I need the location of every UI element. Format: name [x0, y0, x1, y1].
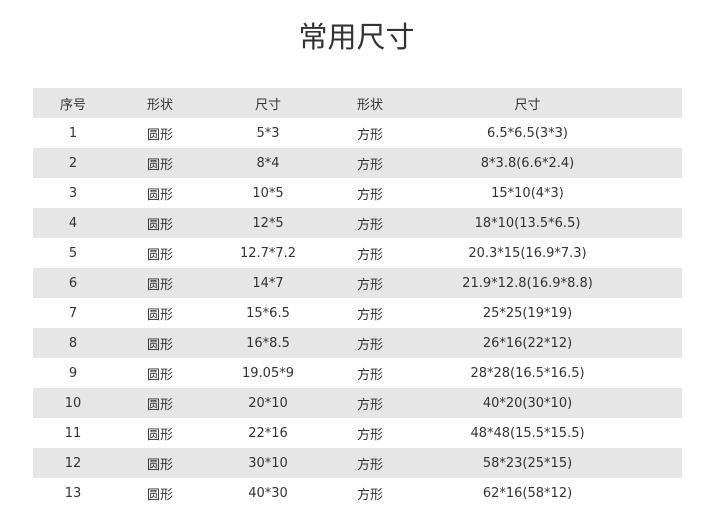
- cell-square-size: 20.3*15(16.9*7.3): [468, 245, 587, 261]
- table-row: 7 圆形 15*6.5 方形 25*25(19*19): [33, 298, 682, 328]
- cell-round-shape: 圆形: [146, 427, 173, 443]
- cell-square-size: 58*23(25*15): [411, 448, 682, 478]
- cell-square-size: 40*20(30*10): [411, 388, 682, 418]
- cell-square-shape: 方形: [329, 208, 411, 238]
- cell-square-shape: 方形: [329, 148, 411, 178]
- cell-square-size: 25*25(19*19): [482, 305, 573, 321]
- cell-round-size: 22*16: [248, 425, 288, 441]
- cell-square-shape: 方形: [356, 127, 383, 143]
- page-title: 常用尺寸: [298, 20, 415, 54]
- cell-index: 11: [64, 425, 82, 441]
- cell-square-shape: 方形: [356, 427, 383, 443]
- cell-index: 10: [33, 388, 113, 418]
- cell-index: 6: [33, 268, 113, 298]
- header-size: 尺寸: [207, 88, 329, 118]
- cell-square-shape: 方形: [329, 388, 411, 418]
- table-row: 12 圆形 30*10 方形 58*23(25*15): [33, 448, 682, 478]
- cell-square-size: 28*28(16.5*16.5): [470, 365, 585, 381]
- cell-index: 12: [33, 448, 113, 478]
- cell-square-shape: 方形: [329, 268, 411, 298]
- table-row: 2 圆形 8*4 方形 8*3.8(6.6*2.4): [33, 148, 682, 178]
- header-shape: 形状: [329, 88, 411, 118]
- cell-square-shape: 方形: [356, 187, 383, 203]
- cell-round-shape: 圆形: [146, 307, 173, 323]
- table-header-row: 序号 形状 尺寸 形状 尺寸: [33, 88, 682, 118]
- cell-square-shape: 方形: [329, 328, 411, 358]
- cell-round-shape: 圆形: [146, 487, 173, 503]
- table-row: 10 圆形 20*10 方形 40*20(30*10): [33, 388, 682, 418]
- cell-square-shape: 方形: [329, 448, 411, 478]
- cell-index: 4: [33, 208, 113, 238]
- cell-square-size: 8*3.8(6.6*2.4): [411, 148, 682, 178]
- header-size: 尺寸: [411, 88, 682, 118]
- table-row: 11 圆形 22*16 方形 48*48(15.5*15.5): [33, 418, 682, 448]
- cell-round-size: 12.7*7.2: [239, 245, 297, 261]
- table-row: 6 圆形 14*7 方形 21.9*12.8(16.9*8.8): [33, 268, 682, 298]
- cell-round-size: 8*4: [207, 148, 329, 178]
- cell-square-size: 6.5*6.5(3*3): [486, 125, 569, 141]
- cell-round-shape: 圆形: [113, 448, 207, 478]
- cell-square-shape: 方形: [356, 247, 383, 263]
- cell-round-shape: 圆形: [146, 127, 173, 143]
- cell-square-size: 21.9*12.8(16.9*8.8): [411, 268, 682, 298]
- cell-square-size: 62*16(58*12): [482, 485, 573, 501]
- table-row: 9 圆形 19.05*9 方形 28*28(16.5*16.5): [33, 358, 682, 388]
- cell-round-size: 15*6.5: [246, 305, 290, 321]
- cell-round-size: 16*8.5: [207, 328, 329, 358]
- cell-round-size: 14*7: [207, 268, 329, 298]
- table-row: 3 圆形 10*5 方形 15*10(4*3): [33, 178, 682, 208]
- cell-round-size: 12*5: [207, 208, 329, 238]
- cell-square-shape: 方形: [356, 307, 383, 323]
- cell-index: 13: [64, 485, 82, 501]
- cell-round-size: 5*3: [256, 125, 280, 141]
- cell-index: 1: [68, 125, 78, 141]
- cell-round-size: 10*5: [252, 185, 284, 201]
- table-row: 1 圆形 5*3 方形 6.5*6.5(3*3): [33, 118, 682, 148]
- cell-index: 8: [33, 328, 113, 358]
- header-index: 序号: [33, 88, 113, 118]
- cell-index: 3: [68, 185, 78, 201]
- cell-square-size: 15*10(4*3): [491, 185, 564, 201]
- table-row: 4 圆形 12*5 方形 18*10(13.5*6.5): [33, 208, 682, 238]
- cell-round-size: 19.05*9: [242, 365, 294, 381]
- cell-index: 5: [68, 245, 78, 261]
- cell-round-shape: 圆形: [113, 388, 207, 418]
- cell-square-size: 48*48(15.5*15.5): [470, 425, 585, 441]
- table-row: 13 圆形 40*30 方形 62*16(58*12): [33, 478, 682, 508]
- cell-round-shape: 圆形: [113, 148, 207, 178]
- cell-square-size: 26*16(22*12): [411, 328, 682, 358]
- cell-round-shape: 圆形: [146, 367, 173, 383]
- cell-square-shape: 方形: [356, 487, 383, 503]
- cell-round-shape: 圆形: [113, 268, 207, 298]
- cell-round-shape: 圆形: [113, 208, 207, 238]
- cell-round-size: 20*10: [207, 388, 329, 418]
- size-table: 序号 形状 尺寸 形状 尺寸 1 圆形 5*3 方形 6.5*6.5(3*3) 2 圆形 8*…: [33, 88, 682, 508]
- cell-round-shape: 圆形: [146, 187, 173, 203]
- table-row: 8 圆形 16*8.5 方形 26*16(22*12): [33, 328, 682, 358]
- cell-round-shape: 圆形: [146, 247, 173, 263]
- table-row: 5 圆形 12.7*7.2 方形 20.3*15(16.9*7.3): [33, 238, 682, 268]
- cell-round-shape: 圆形: [113, 328, 207, 358]
- cell-index: 9: [68, 365, 78, 381]
- cell-index: 7: [68, 305, 78, 321]
- cell-round-size: 30*10: [207, 448, 329, 478]
- cell-index: 2: [33, 148, 113, 178]
- header-shape: 形状: [113, 88, 207, 118]
- cell-square-size: 18*10(13.5*6.5): [411, 208, 682, 238]
- cell-round-size: 40*30: [248, 485, 288, 501]
- cell-square-shape: 方形: [356, 367, 383, 383]
